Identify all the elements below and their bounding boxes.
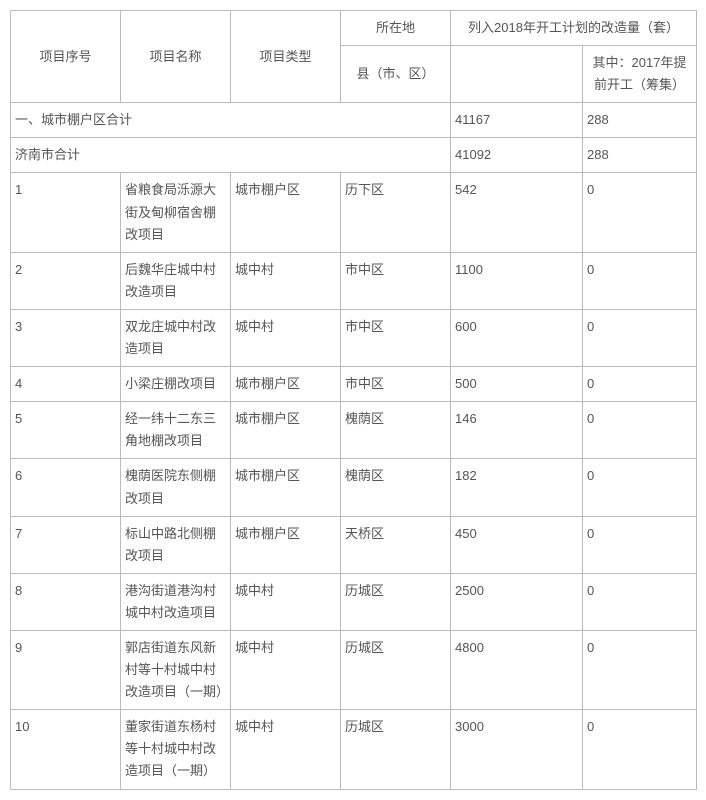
table-row: 5经一纬十二东三角地棚改项目城市棚户区槐荫区1460 — [11, 402, 697, 459]
cell-area: 槐荫区 — [341, 402, 451, 459]
cell-seq: 3 — [11, 309, 121, 366]
table-row: 9郭店街道东风新村等十村城中村改造项目（一期）城中村历城区48000 — [11, 630, 697, 709]
cell-name: 标山中路北侧棚改项目 — [121, 516, 231, 573]
cell-v1: 182 — [451, 459, 583, 516]
cell-type: 城中村 — [231, 630, 341, 709]
cell-area: 天桥区 — [341, 516, 451, 573]
cell-area: 市中区 — [341, 309, 451, 366]
summary-v1-1: 41092 — [451, 138, 583, 173]
table-row: 4小梁庄棚改项目城市棚户区市中区5000 — [11, 367, 697, 402]
cell-seq: 6 — [11, 459, 121, 516]
summary-v2-1: 288 — [583, 138, 697, 173]
table-row: 8港沟街道港沟村城中村改造项目城中村历城区25000 — [11, 573, 697, 630]
cell-type: 城市棚户区 — [231, 367, 341, 402]
cell-v1: 600 — [451, 309, 583, 366]
cell-seq: 4 — [11, 367, 121, 402]
hdr-name: 项目名称 — [121, 11, 231, 103]
cell-v2: 0 — [583, 630, 697, 709]
cell-area: 市中区 — [341, 367, 451, 402]
cell-area: 市中区 — [341, 252, 451, 309]
summary-label-1: 济南市合计 — [11, 138, 451, 173]
cell-area: 历城区 — [341, 573, 451, 630]
summary-label-0: 一、城市棚户区合计 — [11, 103, 451, 138]
cell-type: 城市棚户区 — [231, 459, 341, 516]
summary-v1-0: 41167 — [451, 103, 583, 138]
hdr-seq: 项目序号 — [11, 11, 121, 103]
cell-seq: 7 — [11, 516, 121, 573]
cell-seq: 1 — [11, 173, 121, 252]
cell-type: 城中村 — [231, 309, 341, 366]
cell-type: 城中村 — [231, 252, 341, 309]
cell-seq: 8 — [11, 573, 121, 630]
hdr-area-sub: 县（市、区） — [341, 46, 451, 103]
projects-table: 项目序号项目名称项目类型所在地列入2018年开工计划的改造量（套）县（市、区） 其… — [10, 10, 697, 790]
cell-name: 省粮食局泺源大街及甸柳宿舍棚改项目 — [121, 173, 231, 252]
hdr-plan-sub2: 其中：2017年提前开工（筹集） — [583, 46, 697, 103]
hdr-area: 所在地 — [341, 11, 451, 46]
cell-v1: 146 — [451, 402, 583, 459]
cell-name: 槐荫医院东侧棚改项目 — [121, 459, 231, 516]
cell-name: 经一纬十二东三角地棚改项目 — [121, 402, 231, 459]
hdr-type: 项目类型 — [231, 11, 341, 103]
cell-v2: 0 — [583, 573, 697, 630]
cell-area: 历下区 — [341, 173, 451, 252]
hdr-plan: 列入2018年开工计划的改造量（套） — [451, 11, 697, 46]
cell-area: 槐荫区 — [341, 459, 451, 516]
cell-name: 后魏华庄城中村改造项目 — [121, 252, 231, 309]
cell-v2: 0 — [583, 459, 697, 516]
cell-v2: 0 — [583, 402, 697, 459]
table-row: 7标山中路北侧棚改项目城市棚户区天桥区4500 — [11, 516, 697, 573]
cell-v1: 2500 — [451, 573, 583, 630]
cell-type: 城市棚户区 — [231, 402, 341, 459]
cell-v2: 0 — [583, 516, 697, 573]
cell-v1: 500 — [451, 367, 583, 402]
cell-seq: 9 — [11, 630, 121, 709]
cell-type: 城中村 — [231, 573, 341, 630]
cell-v2: 0 — [583, 367, 697, 402]
table-row: 6槐荫医院东侧棚改项目城市棚户区槐荫区1820 — [11, 459, 697, 516]
cell-v2: 0 — [583, 252, 697, 309]
cell-v1: 450 — [451, 516, 583, 573]
table-row: 3双龙庄城中村改造项目城中村市中区6000 — [11, 309, 697, 366]
cell-name: 小梁庄棚改项目 — [121, 367, 231, 402]
cell-v1: 1100 — [451, 252, 583, 309]
cell-v1: 542 — [451, 173, 583, 252]
table-row: 2后魏华庄城中村改造项目城中村市中区11000 — [11, 252, 697, 309]
cell-v2: 0 — [583, 309, 697, 366]
cell-area: 历城区 — [341, 630, 451, 709]
cell-name: 郭店街道东风新村等十村城中村改造项目（一期） — [121, 630, 231, 709]
table-row: 1省粮食局泺源大街及甸柳宿舍棚改项目城市棚户区历下区5420 — [11, 173, 697, 252]
cell-v2: 0 — [583, 173, 697, 252]
summary-v2-0: 288 — [583, 103, 697, 138]
cell-name: 双龙庄城中村改造项目 — [121, 309, 231, 366]
cell-type: 城市棚户区 — [231, 516, 341, 573]
cell-seq: 5 — [11, 402, 121, 459]
cell-name: 港沟街道港沟村城中村改造项目 — [121, 573, 231, 630]
hdr-plan-sub1 — [451, 46, 583, 103]
cell-seq: 2 — [11, 252, 121, 309]
cell-type: 城市棚户区 — [231, 173, 341, 252]
cell-v1: 4800 — [451, 630, 583, 709]
